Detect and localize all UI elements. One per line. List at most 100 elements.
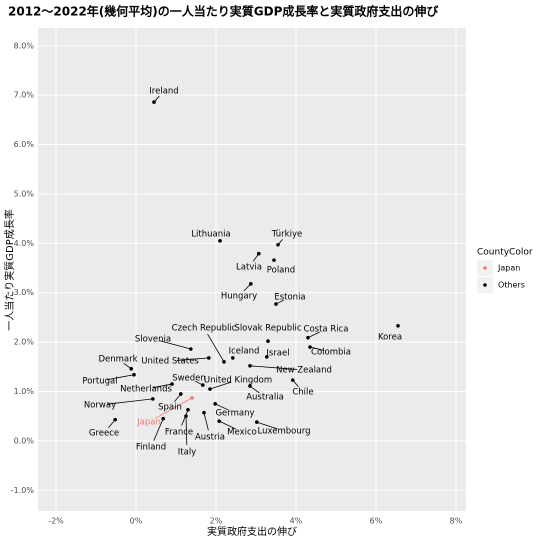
point-label: Poland — [267, 266, 295, 276]
point — [218, 239, 222, 243]
point — [186, 407, 190, 412]
point — [257, 251, 261, 256]
leader-line — [207, 333, 225, 363]
leader-line — [154, 397, 193, 419]
y-axis-label: 一人当たり実質GDP成長率 — [3, 209, 16, 330]
point-label: Australia — [246, 393, 284, 403]
leader-line — [176, 357, 209, 361]
point-label: Hungary — [221, 292, 257, 302]
point — [190, 396, 194, 400]
point — [217, 419, 221, 423]
point-label: Greece — [89, 429, 119, 439]
point-label: Chile — [292, 388, 313, 398]
point-label: Iceland — [229, 347, 260, 357]
point — [249, 282, 253, 286]
point-label: Mexico — [227, 428, 257, 438]
legend-label: Others — [498, 281, 525, 290]
point — [201, 383, 205, 387]
legend-marker — [483, 266, 487, 270]
point-label: Japan — [136, 418, 161, 428]
point — [231, 356, 235, 360]
point — [308, 345, 312, 349]
x-tick-label: -2% — [48, 517, 64, 526]
legend-label: Japan — [497, 264, 520, 273]
x-tick-label: 4% — [290, 517, 303, 526]
point-label: Ireland — [149, 87, 178, 97]
point-label: Korea — [378, 333, 402, 343]
point — [291, 378, 295, 382]
point — [161, 416, 165, 421]
point — [132, 372, 136, 377]
y-tick-label: 4.0% — [14, 239, 35, 248]
x-tick-label: 6% — [370, 517, 383, 526]
leader-line — [309, 346, 325, 351]
point-label: Portugal — [82, 377, 117, 387]
point — [189, 347, 193, 351]
point-label: Germany — [215, 409, 254, 419]
point-label: Lithuania — [191, 230, 230, 240]
plot-background — [38, 28, 466, 511]
point — [265, 355, 269, 359]
point-label: United Kingdom — [204, 376, 272, 386]
point-label: Luxembourg — [258, 427, 311, 437]
point-label: Netherlands — [120, 385, 172, 395]
leader-line — [159, 340, 191, 350]
point-label: United States — [141, 357, 199, 367]
point — [272, 258, 276, 262]
point — [274, 302, 278, 306]
point-label: Italy — [178, 448, 196, 458]
chart-title: 2012～2022年(幾何平均)の一人当たり実質GDP成長率と実質政府支出の伸び — [8, 4, 439, 19]
y-tick-label: 5.0% — [14, 189, 35, 198]
point — [207, 356, 211, 360]
leader-line — [106, 374, 135, 381]
leader-line — [249, 385, 260, 394]
point — [222, 360, 226, 364]
point — [254, 420, 259, 424]
leader-line — [153, 418, 164, 441]
point-label: Czech Republic — [172, 324, 237, 334]
point — [113, 417, 117, 422]
point-label: Estonia — [274, 293, 305, 303]
point-label: Sweden — [172, 374, 206, 384]
point — [179, 392, 183, 396]
point — [266, 339, 270, 343]
leader-line — [209, 381, 232, 390]
legend-marker — [483, 283, 487, 287]
point — [248, 364, 252, 368]
y-tick-label: 6.0% — [14, 140, 35, 149]
leader-line — [181, 409, 189, 426]
point-label: Colombia — [311, 348, 351, 358]
leader-line — [203, 412, 209, 431]
point-label: Slovak Republic — [234, 324, 301, 334]
point-label: Norway — [84, 401, 116, 411]
point-label: Costa Rica — [304, 325, 349, 335]
point — [184, 414, 188, 418]
leader-line — [106, 398, 153, 405]
x-tick-label: 0% — [130, 517, 143, 526]
y-tick-label: 2.0% — [14, 338, 35, 347]
leader-line — [219, 420, 236, 430]
point-label: Israel — [266, 349, 289, 359]
point-label: France — [165, 428, 193, 438]
x-axis-label: 実質政府支出の伸び — [207, 525, 297, 538]
point — [152, 100, 156, 104]
point-label: New Zealand — [276, 366, 332, 376]
leader-line — [215, 403, 229, 411]
leader-line — [249, 365, 298, 370]
point — [248, 384, 252, 388]
leader-line — [152, 383, 173, 389]
point — [213, 402, 217, 406]
y-tick-label: 8.0% — [14, 41, 35, 50]
y-tick-label: 3.0% — [14, 288, 35, 297]
point-label: Spain — [158, 403, 182, 413]
point — [276, 243, 280, 247]
x-tick-label: 2% — [210, 517, 223, 526]
point-label: Latvia — [236, 263, 262, 273]
point-label: Slovenia — [135, 335, 171, 345]
point — [396, 324, 400, 328]
y-tick-label: 0.0% — [14, 436, 35, 445]
legend-title: CountyColor — [477, 248, 533, 258]
y-tick-label: 1.0% — [14, 387, 35, 396]
point — [202, 410, 206, 415]
